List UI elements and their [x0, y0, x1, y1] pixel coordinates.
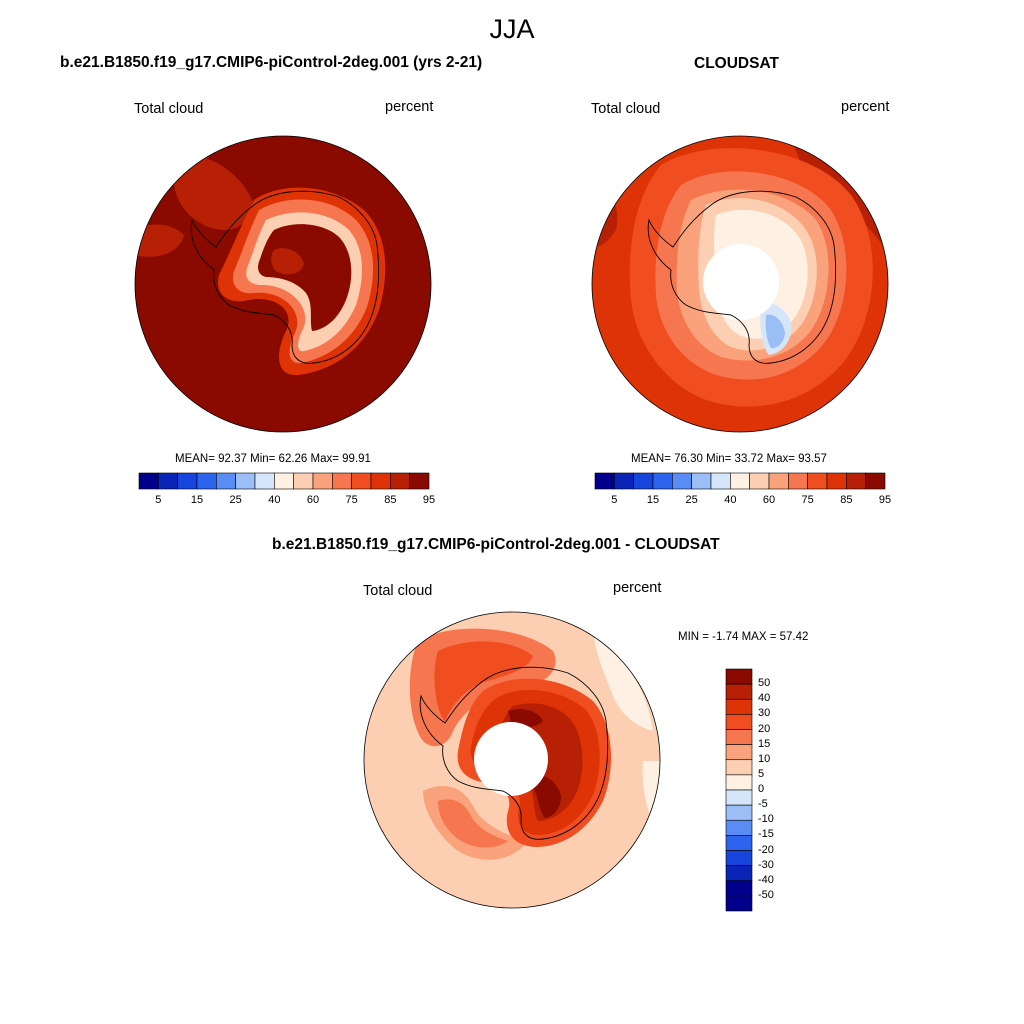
- colorbar-tick-label: 10: [758, 752, 771, 765]
- colorbar-tick-label: -10: [758, 813, 774, 826]
- colorbar-swatch: [235, 472, 256, 490]
- colorbar-swatch: [725, 804, 753, 821]
- colorbar-swatch: [274, 472, 294, 490]
- obs-field-label: Total cloud: [591, 101, 661, 117]
- colorbar-swatch: [196, 472, 217, 490]
- colorbar-swatch: [725, 850, 753, 866]
- colorbar-swatch: [725, 698, 753, 715]
- colorbar-swatch: [725, 759, 753, 776]
- obs-panel-title: CLOUDSAT: [694, 55, 779, 72]
- colorbar-swatch: [594, 472, 615, 490]
- colorbar-swatch: [710, 472, 731, 490]
- colorbar-tick-label: 15: [758, 737, 771, 750]
- model-units-label: percent: [385, 99, 434, 115]
- colorbar-swatch: [768, 472, 789, 490]
- model-field-label: Total cloud: [134, 101, 204, 117]
- colorbar-tick-label: 75: [345, 494, 358, 506]
- colorbar-tick-label: 40: [268, 494, 281, 506]
- colorbar-swatch: [788, 472, 808, 490]
- colorbar-tick-label: 5: [758, 767, 765, 780]
- colorbar-swatch: [725, 819, 753, 836]
- colorbar-tick-label: 75: [801, 494, 814, 506]
- colorbar-tick-label: -50: [758, 888, 774, 901]
- colorbar-swatch: [725, 835, 753, 851]
- obs-polar-map: [591, 135, 889, 433]
- colorbar-swatch: [725, 683, 753, 700]
- colorbar-swatch: [725, 880, 753, 897]
- colorbar-swatch: [633, 472, 654, 490]
- colorbar-swatch: [254, 472, 275, 490]
- colorbar-swatch: [725, 744, 753, 761]
- colorbar-tick-label: -15: [758, 828, 774, 841]
- colorbar-swatch: [409, 472, 430, 490]
- colorbar-swatch: [725, 714, 753, 730]
- colorbar-swatch: [730, 472, 750, 490]
- colorbar-swatch: [370, 472, 391, 490]
- colorbar-swatch: [216, 472, 236, 490]
- colorbar-swatch: [749, 472, 770, 490]
- colorbar-tick-label: 20: [758, 722, 771, 735]
- figure-title: JJA: [489, 14, 535, 44]
- colorbar-swatch: [826, 472, 847, 490]
- colorbar-tick-label: 40: [724, 494, 737, 506]
- model-stats: MEAN= 92.37 Min= 62.26 Max= 99.91: [175, 453, 371, 465]
- colorbar-tick-label: -5: [758, 798, 768, 811]
- colorbar-tick-label: 95: [878, 494, 892, 506]
- diff-panel-title: b.e21.B1850.f19_g17.CMIP6-piControl-2deg…: [272, 536, 720, 553]
- colorbar-swatch: [138, 472, 159, 490]
- colorbar-tick-label: 50: [758, 677, 771, 690]
- colorbar-swatch: [725, 789, 753, 806]
- colorbar-swatch: [652, 472, 673, 490]
- colorbar-tick-label: 60: [306, 494, 320, 506]
- colorbar-swatch: [351, 472, 372, 490]
- colorbar-swatch: [807, 472, 828, 490]
- colorbar-tick-label: 5: [155, 494, 162, 506]
- colorbar-swatch: [293, 472, 314, 490]
- colorbar-swatch: [312, 472, 333, 490]
- model-polar-map: [134, 135, 432, 433]
- colorbar-swatch: [725, 774, 753, 791]
- diff-units-label: percent: [613, 580, 662, 596]
- colorbar-swatch: [725, 729, 753, 745]
- diff-colorbar: [725, 668, 753, 912]
- colorbar-tick-label: -30: [758, 858, 774, 871]
- colorbar-swatch: [846, 472, 866, 490]
- colorbar-swatch: [177, 472, 198, 490]
- colorbar-tick-label: 15: [646, 494, 660, 506]
- colorbar-swatch: [725, 668, 753, 685]
- colorbar-tick-label: 5: [611, 494, 618, 506]
- colorbar-swatch: [390, 472, 410, 490]
- colorbar-tick-label: 30: [758, 707, 771, 720]
- colorbar-swatch: [865, 472, 886, 490]
- obs-units-label: percent: [841, 99, 890, 115]
- colorbar-swatch: [725, 865, 753, 882]
- colorbar-tick-label: 15: [190, 494, 204, 506]
- colorbar-tick-label: 0: [758, 783, 765, 795]
- colorbar-tick-label: 85: [384, 494, 397, 506]
- colorbar-swatch: [614, 472, 634, 490]
- model-colorbar: [138, 472, 430, 490]
- colorbar-tick-label: 40: [758, 692, 771, 705]
- colorbar-swatch: [725, 895, 753, 912]
- colorbar-swatch: [672, 472, 692, 490]
- colorbar-tick-label: 60: [762, 494, 776, 506]
- diff-field-label: Total cloud: [363, 583, 433, 599]
- diff-polar-map: [363, 611, 661, 909]
- colorbar-tick-label: 25: [685, 494, 698, 506]
- colorbar-tick-label: 25: [229, 494, 242, 506]
- colorbar-tick-label: 85: [840, 494, 853, 506]
- obs-stats: MEAN= 76.30 Min= 33.72 Max= 93.57: [631, 453, 827, 465]
- colorbar-tick-label: -40: [758, 873, 774, 886]
- diff-stats: MIN = -1.74 MAX = 57.42: [678, 631, 809, 643]
- model-panel-title: b.e21.B1850.f19_g17.CMIP6-piControl-2deg…: [60, 54, 483, 71]
- obs-colorbar: [594, 472, 886, 490]
- colorbar-swatch: [158, 472, 178, 490]
- colorbar-tick-label: 95: [422, 494, 436, 506]
- colorbar-tick-label: -20: [758, 843, 774, 856]
- colorbar-swatch: [691, 472, 712, 490]
- colorbar-swatch: [332, 472, 352, 490]
